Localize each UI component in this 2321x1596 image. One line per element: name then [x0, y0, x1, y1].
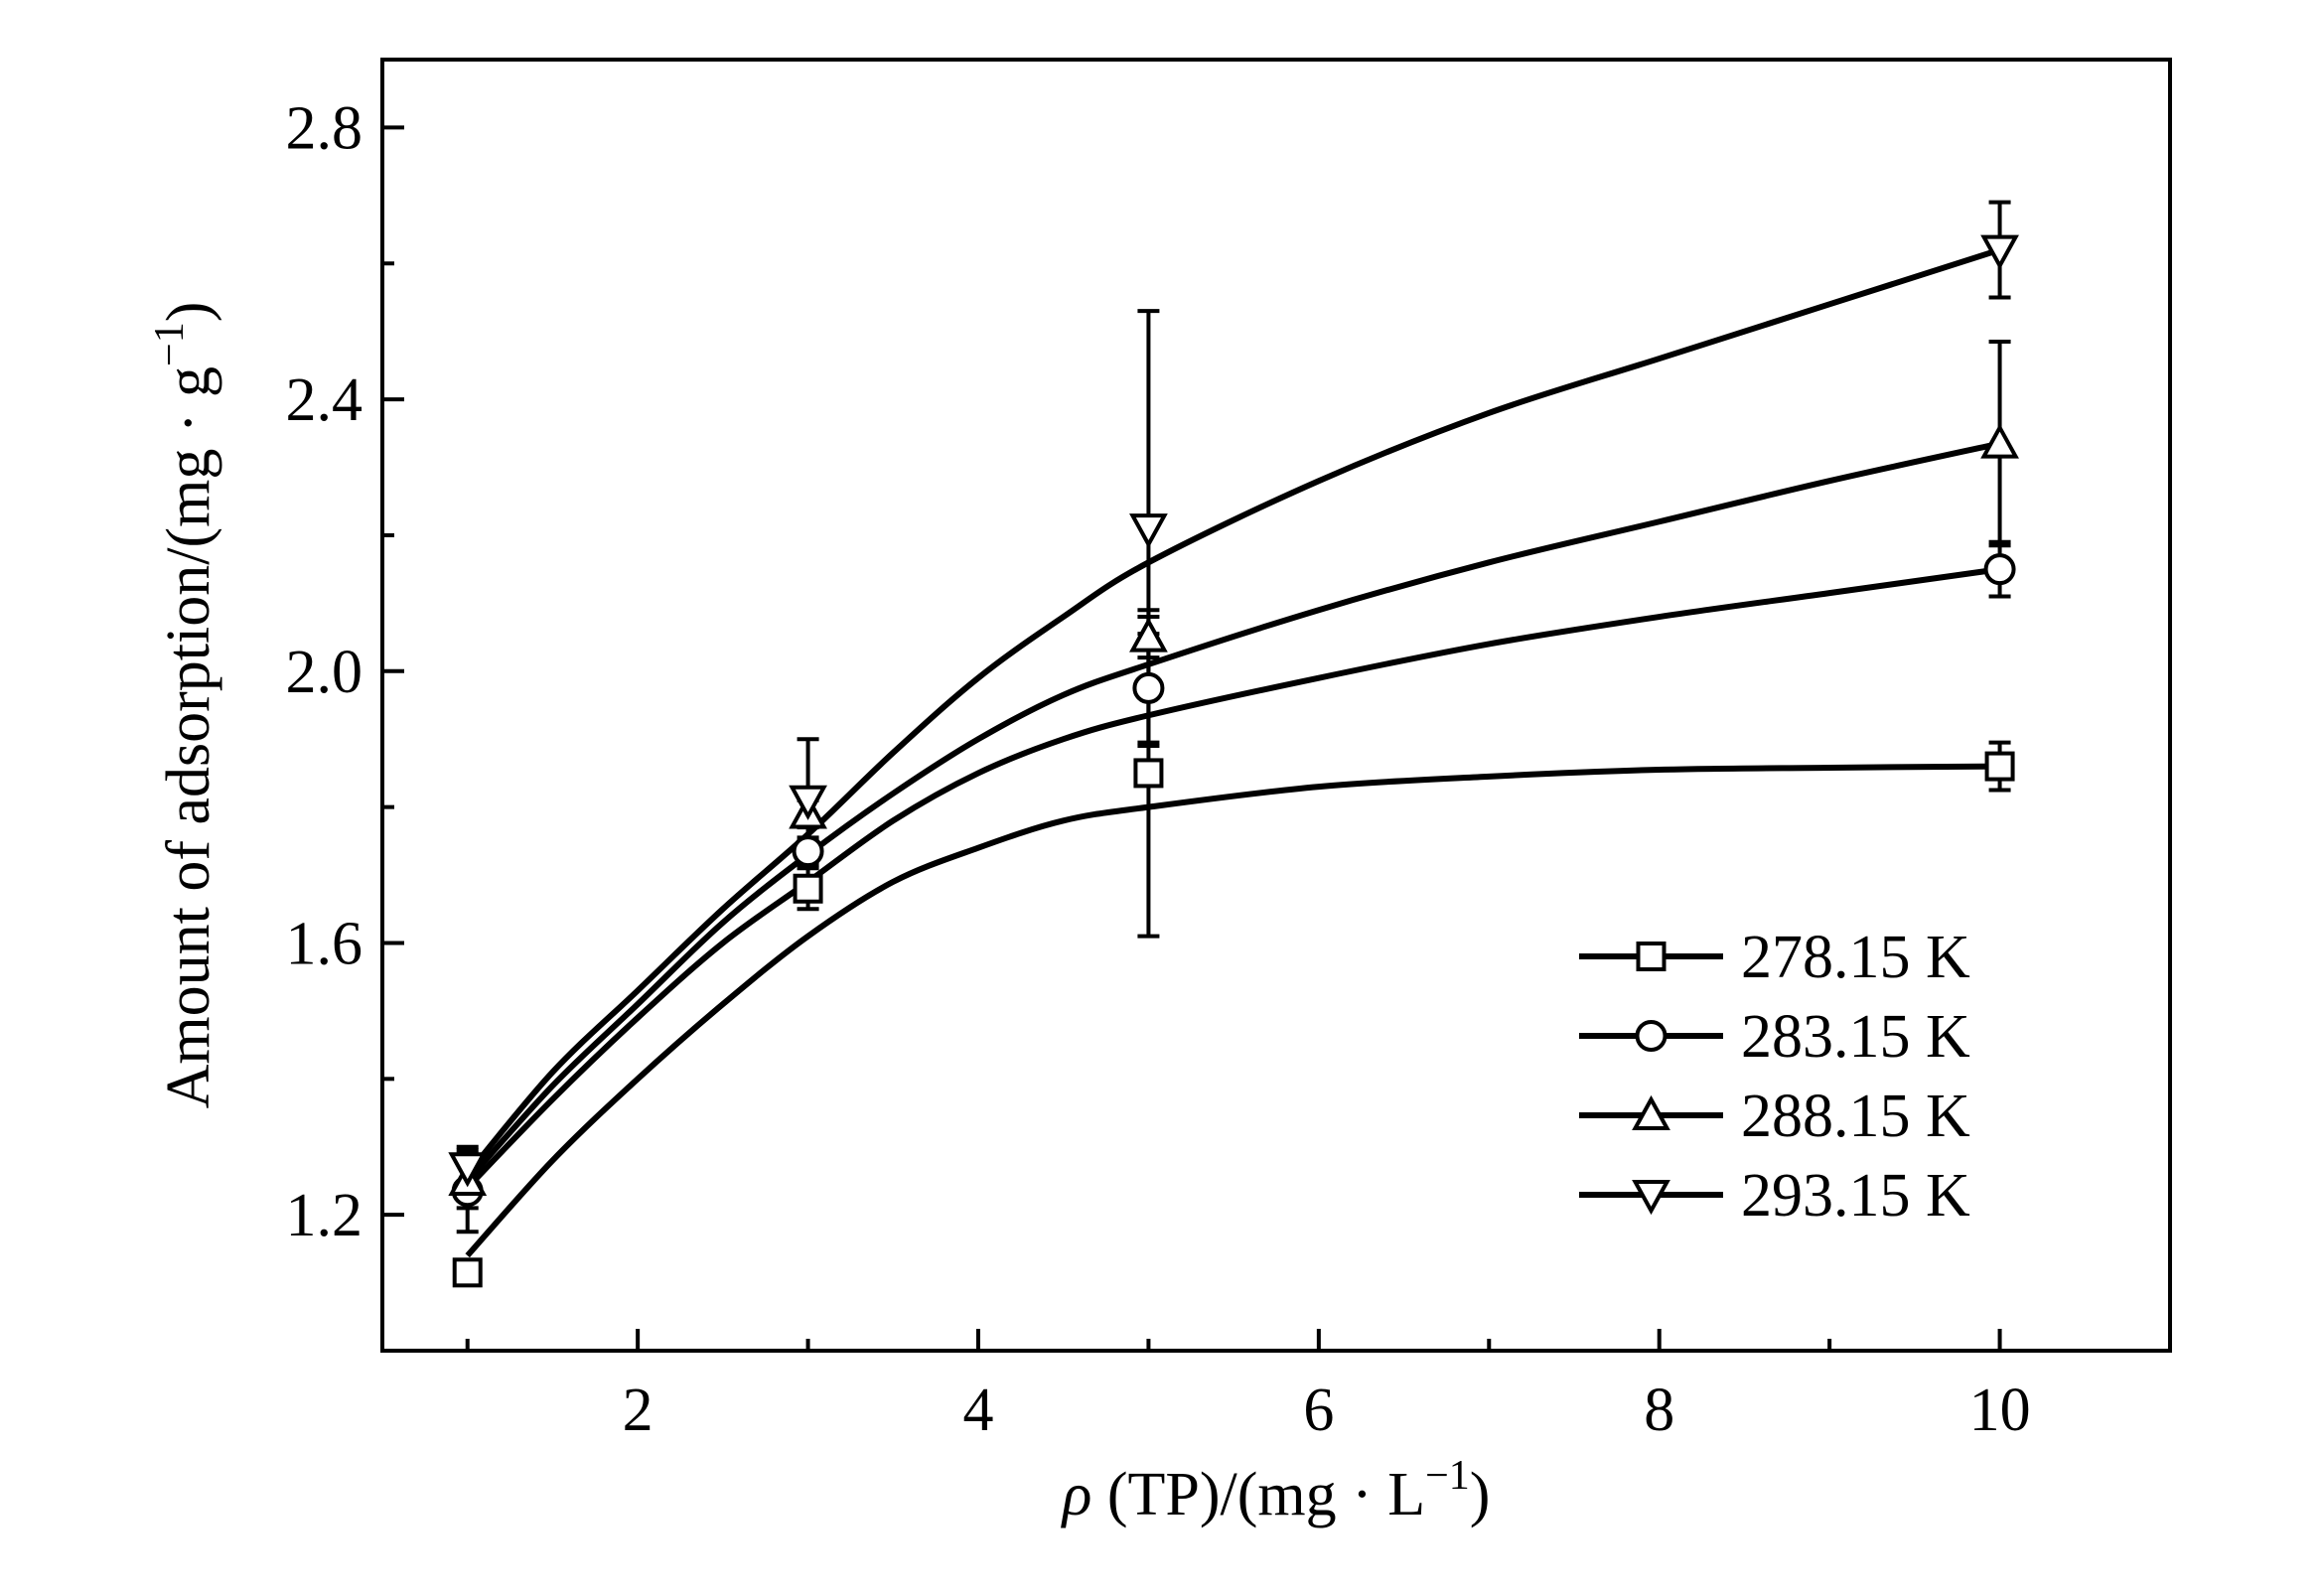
- legend-label: 288.15 K: [1741, 1083, 1970, 1150]
- data-point: [1133, 758, 1164, 789]
- data-point: [1129, 513, 1168, 549]
- x-axis-title: ρ (TP)/(mg · L−1): [1061, 1453, 1491, 1528]
- fit-curves: [465, 246, 2001, 1258]
- legend-label: 278.15 K: [1741, 924, 1970, 991]
- plot-frame: [380, 58, 2172, 1353]
- legend-marker: [1635, 1020, 1668, 1052]
- data-point: [1984, 751, 2015, 782]
- y-tick-label: 2.0: [286, 639, 363, 706]
- fit-curve-1: [465, 566, 2000, 1190]
- data-point: [1983, 553, 2016, 586]
- data-point: [1980, 234, 2019, 270]
- data-point: [1129, 617, 1168, 653]
- data-markers: [448, 234, 2019, 1288]
- y-tick-label: 1.6: [286, 910, 363, 977]
- data-point: [793, 873, 823, 904]
- error-bars: [456, 200, 2011, 1234]
- y-tick-label: 2.8: [286, 94, 363, 162]
- data-point: [448, 1152, 488, 1188]
- x-tick-label: 6: [1303, 1377, 1334, 1444]
- fit-curve-2: [465, 440, 2001, 1183]
- x-tick-label: 4: [963, 1377, 994, 1444]
- data-point: [792, 835, 824, 868]
- y-axis-title: Amount of adsorption/(mg · g−1): [147, 302, 222, 1109]
- legend-marker: [1632, 1094, 1670, 1130]
- legend-label: 283.15 K: [1741, 1003, 1970, 1071]
- y-tick-label: 2.4: [286, 366, 363, 434]
- data-point: [1132, 671, 1165, 704]
- data-point: [1980, 423, 2019, 459]
- y-tick-labels: 1.2 1.6 2.0 2.4 2.8: [286, 94, 363, 1249]
- data-point: [789, 785, 827, 820]
- data-point: [452, 1257, 483, 1288]
- legend-label: 293.15 K: [1741, 1162, 1970, 1230]
- fit-curve-0: [465, 763, 2000, 1258]
- legend-marker: [1632, 1180, 1670, 1216]
- y-tick-label: 1.2: [286, 1182, 363, 1249]
- x-tick-labels: 2 4 6 8 10: [623, 1377, 2031, 1444]
- x-tick-label: 10: [1969, 1377, 2031, 1444]
- x-tick-label: 2: [623, 1377, 653, 1444]
- legend-marker: [1636, 942, 1667, 971]
- x-tick-label: 8: [1644, 1377, 1674, 1444]
- fit-curve-3: [465, 246, 2001, 1177]
- legend: 278.15 K 283.15 K 288.15 K 293.15 K: [1579, 924, 1970, 1230]
- axis-ticks: [382, 125, 2002, 1351]
